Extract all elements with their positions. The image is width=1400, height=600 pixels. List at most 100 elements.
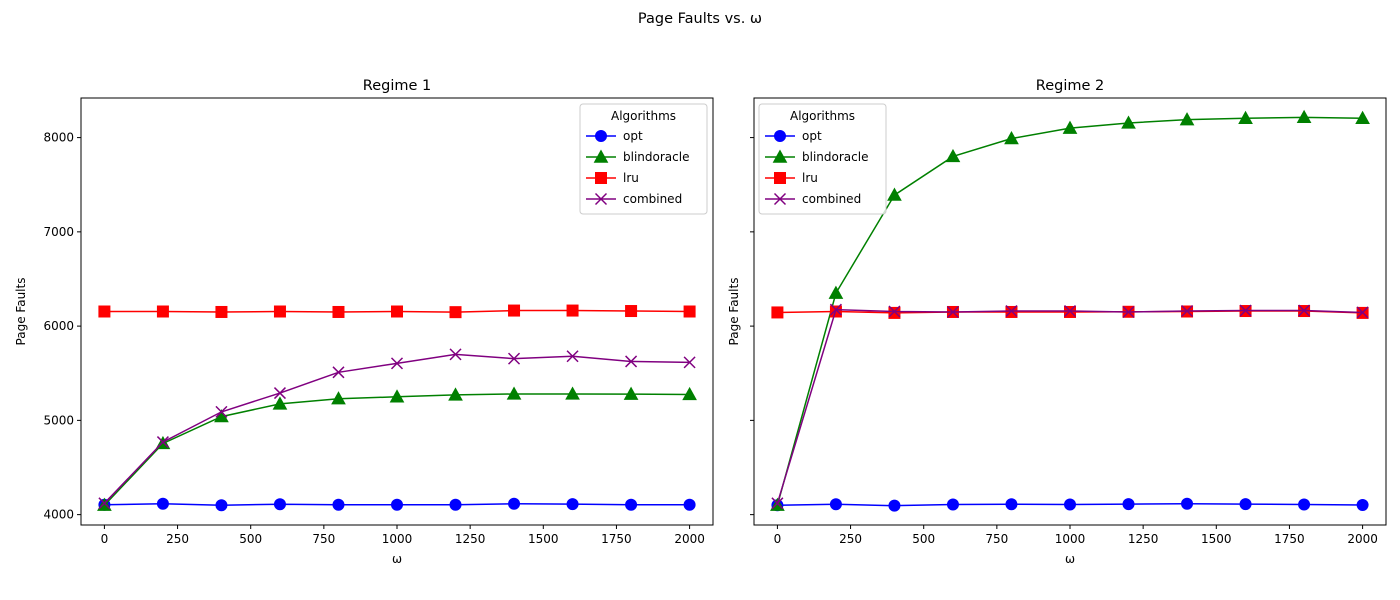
legend-box: [579, 103, 708, 215]
data-point-opt: [625, 498, 638, 511]
chart-title: Regime 2: [1036, 78, 1104, 94]
data-point-combined: [273, 387, 286, 400]
legend-marker-combined: [773, 192, 787, 206]
legend-marker-blindoracle: [772, 149, 788, 163]
legend-marker-opt: [595, 130, 607, 142]
legend-marker-opt: [774, 130, 786, 142]
y-axis-label: Page Faults: [14, 278, 28, 346]
x-tick-label: 1500: [528, 532, 559, 546]
legend-label: opt: [802, 129, 822, 143]
data-point-combined: [625, 355, 638, 368]
y-axis-label: Page Faults: [727, 278, 741, 346]
series-blindoracle: [97, 386, 697, 511]
legend-marker-lru: [774, 172, 786, 184]
figure-suptitle: Page Faults vs. ω: [638, 11, 762, 27]
data-point-opt: [1239, 498, 1252, 511]
data-point-combined: [566, 350, 579, 363]
legend-label: lru: [623, 171, 639, 185]
legend-entry-lru: lru: [765, 171, 818, 185]
data-point-lru: [332, 305, 345, 318]
data-point-lru: [215, 305, 228, 318]
chart-title: Regime 1: [363, 78, 431, 94]
data-point-combined: [1356, 306, 1369, 319]
data-point-combined: [390, 357, 404, 370]
data-point-opt: [946, 498, 959, 511]
legend-label: lru: [802, 171, 818, 185]
data-point-combined: [946, 305, 959, 319]
data-point-combined: [1239, 304, 1252, 317]
data-point-opt: [215, 499, 228, 512]
legend-entry-lru: lru: [586, 171, 639, 185]
legend-entry-blindoracle: blindoracle: [586, 149, 689, 164]
y-tick-label: 5000: [43, 413, 74, 427]
data-point-combined: [1005, 304, 1018, 318]
legend: Algorithms opt blindoracle lru combined: [758, 103, 887, 215]
legend-entry-combined: combined: [586, 192, 682, 206]
x-tick-label: 500: [912, 532, 935, 546]
data-point-blindoracle: [272, 396, 288, 410]
legend-entry-combined: combined: [765, 192, 861, 206]
y-tick-label: 8000: [43, 131, 74, 145]
data-point-blindoracle: [828, 285, 844, 299]
data-point-opt: [1005, 498, 1018, 511]
data-point-blindoracle: [389, 389, 405, 403]
data-point-blindoracle: [623, 386, 639, 400]
data-point-lru: [273, 305, 286, 318]
x-tick-label: 250: [166, 532, 189, 546]
y-tick-label: 7000: [43, 225, 74, 239]
data-point-combined: [829, 303, 842, 316]
series-combined: [98, 348, 696, 510]
data-point-lru: [566, 304, 579, 317]
data-point-blindoracle: [1355, 110, 1370, 124]
data-point-lru: [771, 306, 784, 319]
legend-marker-blindoracle: [593, 149, 609, 163]
data-point-blindoracle: [1296, 109, 1312, 124]
series-lru: [98, 304, 696, 319]
series-line-combined: [103, 353, 690, 504]
data-point-blindoracle: [506, 386, 522, 400]
data-point-combined: [332, 366, 345, 379]
plot-area: [97, 304, 697, 512]
data-point-opt: [888, 499, 901, 512]
data-point-combined: [98, 497, 111, 510]
data-point-lru: [98, 305, 111, 318]
data-point-opt: [391, 498, 403, 511]
data-point-opt: [1122, 498, 1135, 511]
x-tick-label: 500: [239, 532, 262, 546]
data-point-opt: [1356, 499, 1369, 512]
y-tick-label: 4000: [43, 508, 74, 522]
data-point-opt: [683, 498, 696, 511]
legend-entry-opt: opt: [586, 129, 643, 143]
legend-title: Algorithms: [611, 109, 676, 123]
data-point-opt: [273, 498, 286, 511]
series-line-combined: [776, 308, 1363, 504]
x-tick-label: 0: [101, 532, 109, 546]
data-point-combined: [508, 352, 521, 365]
data-point-blindoracle: [331, 391, 346, 405]
data-point-lru: [625, 305, 638, 318]
legend-label: combined: [802, 192, 861, 206]
chart-panel-regime-1: Regime 1 0 250 500 750 1000 1250 1500 1750 2000 40…: [14, 78, 714, 566]
legend-box: [758, 103, 887, 215]
data-point-blindoracle: [1062, 120, 1078, 134]
x-tick-label: 250: [839, 532, 862, 546]
data-point-opt: [332, 498, 345, 511]
legend: Algorithms opt blindoracle lru combined: [579, 103, 708, 215]
x-tick-label: 1000: [382, 532, 413, 546]
data-point-lru: [508, 304, 521, 317]
data-point-lru: [391, 305, 403, 318]
data-point-blindoracle: [1004, 131, 1019, 145]
x-tick-label: 750: [312, 532, 335, 546]
data-point-opt: [449, 498, 462, 511]
data-point-combined: [1298, 304, 1311, 317]
data-point-combined: [683, 356, 696, 369]
data-point-blindoracle: [1121, 115, 1136, 129]
data-point-opt: [1181, 497, 1194, 510]
legend-label: blindoracle: [802, 150, 868, 164]
series-combined: [771, 303, 1369, 510]
data-point-opt: [1298, 498, 1311, 511]
legend-marker-lru: [595, 172, 607, 184]
x-tick-label: 1000: [1055, 532, 1086, 546]
data-point-lru: [683, 305, 696, 318]
